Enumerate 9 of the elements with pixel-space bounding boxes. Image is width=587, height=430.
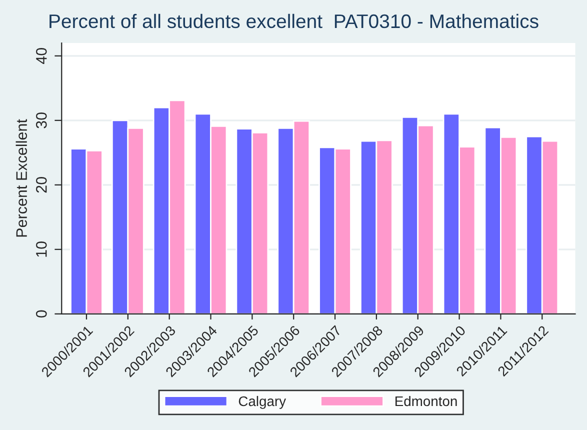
y-axis-title: Percent Excellent <box>16 119 28 237</box>
y-tick-label: 0 <box>36 310 47 318</box>
y-tick-label: 30 <box>36 112 47 128</box>
y-tick-label: 10 <box>36 242 47 257</box>
chart-title: Percent of all students excellent PAT0310 - Mathematics <box>50 14 538 28</box>
y-tick-label: 40 <box>36 48 47 64</box>
y-tick-label: 20 <box>36 177 47 193</box>
legend-label: Edmonton <box>395 396 457 406</box>
legend-label: Calgary <box>238 396 286 409</box>
